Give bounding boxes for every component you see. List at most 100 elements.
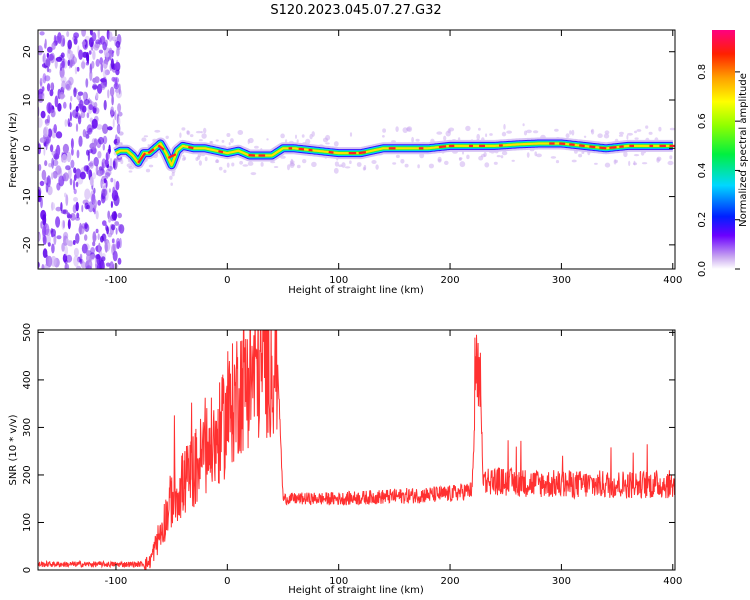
ridge-halo-speck <box>218 166 223 171</box>
ridge-halo-speck <box>391 140 396 143</box>
noise-blob <box>114 134 118 146</box>
noise-blob <box>73 37 78 45</box>
noise-blob <box>111 224 116 231</box>
noise-blob <box>75 123 79 132</box>
noise-blob <box>114 109 117 121</box>
noise-blob <box>69 178 73 186</box>
noise-blob <box>81 41 87 46</box>
noise-blob <box>44 38 47 49</box>
noise-blob <box>108 47 113 55</box>
ridge-halo-speck <box>296 139 299 144</box>
noise-blob <box>48 103 51 115</box>
noise-blob <box>43 126 49 138</box>
noise-blob <box>116 123 121 134</box>
noise-blob <box>48 163 53 168</box>
ridge-halo-speck <box>356 162 362 167</box>
noise-blob <box>67 219 71 230</box>
ridge-halo-speck <box>417 164 420 169</box>
noise-blob <box>41 55 44 63</box>
ridge-halo-speck <box>182 154 185 158</box>
noise-blob <box>89 176 94 187</box>
ridge-halo-speck <box>578 153 583 158</box>
y-tick-label: 300 <box>22 418 33 437</box>
noise-blob <box>85 265 92 269</box>
noise-blob <box>64 192 67 198</box>
ridge-halo-speck <box>195 130 202 134</box>
noise-blob <box>73 255 79 267</box>
noise-blob <box>86 54 90 64</box>
noise-blob <box>116 136 121 144</box>
ridge-halo-speck <box>290 158 294 165</box>
noise-blob <box>74 66 78 75</box>
ridge-halo-speck <box>201 133 207 139</box>
noise-blob <box>69 102 72 110</box>
noise-blob <box>104 159 109 166</box>
ridge-halo-speck <box>436 131 443 135</box>
noise-blob <box>97 199 102 206</box>
noise-blob <box>102 76 107 86</box>
ridge-halo-speck <box>669 155 673 160</box>
ridge-halo-speck <box>626 134 629 140</box>
ridge-halo-speck <box>189 134 194 138</box>
ridge-halo-speck <box>501 150 508 156</box>
noise-blob <box>95 92 99 100</box>
noise-blob <box>102 135 108 145</box>
ridge-halo-speck <box>333 141 339 147</box>
noise-blob <box>108 31 113 42</box>
ridge-halo-speck <box>311 131 315 137</box>
noise-blob <box>96 263 102 269</box>
noise-blob <box>55 131 63 139</box>
noise-blob <box>67 59 71 66</box>
ridge-halo-speck <box>260 162 264 167</box>
noise-blob <box>73 247 79 257</box>
ridge-halo-speck <box>603 133 610 139</box>
noise-blob <box>100 235 104 243</box>
ridge-halo-speck <box>571 159 577 163</box>
noise-blob <box>110 58 114 70</box>
noise-blob <box>106 30 110 40</box>
noise-blob <box>116 47 120 57</box>
noise-blob <box>118 131 124 136</box>
noise-blob <box>55 165 62 175</box>
ridge-halo-speck <box>478 127 481 131</box>
noise-blob <box>66 151 72 163</box>
noise-blob <box>111 95 114 106</box>
ridge-halo-speck <box>571 129 575 136</box>
noise-blob <box>52 159 59 167</box>
noise-blob <box>62 220 65 229</box>
ridge-halo-speck <box>169 175 173 180</box>
ridge-halo-speck <box>171 172 175 177</box>
noise-blob <box>42 248 48 259</box>
ridge-halo-speck <box>145 168 151 173</box>
noise-blob <box>79 254 83 260</box>
noise-blob <box>47 114 51 124</box>
ridge-halo-speck <box>325 142 330 145</box>
x-tick-label: 300 <box>552 275 571 286</box>
ridge-halo-speck <box>280 133 285 139</box>
ridge-halo-speck <box>565 133 570 139</box>
noise-blob <box>70 138 74 150</box>
noise-blob <box>42 214 47 226</box>
noise-blob <box>51 42 56 50</box>
ridge-halo-speck <box>198 139 203 142</box>
noise-blob <box>100 62 104 73</box>
noise-blob <box>76 212 80 219</box>
noise-blob <box>111 211 118 221</box>
noise-blob <box>111 76 116 82</box>
noise-blob <box>73 197 78 202</box>
noise-blob <box>40 197 43 209</box>
noise-blob <box>46 83 51 92</box>
ridge-halo-speck <box>170 182 173 186</box>
ridge-halo-speck <box>115 159 119 163</box>
ridge-halo-speck <box>411 136 414 143</box>
noise-blob <box>40 221 43 229</box>
noise-blob <box>88 171 91 177</box>
noise-blob <box>89 30 93 36</box>
ridge-peak-segment <box>157 144 165 151</box>
noise-blob <box>112 243 117 252</box>
ridge-halo-speck <box>438 159 442 162</box>
ridge-halo-speck <box>311 161 317 168</box>
noise-blob <box>84 223 90 233</box>
noise-blob <box>82 129 87 138</box>
noise-blob <box>69 50 74 59</box>
